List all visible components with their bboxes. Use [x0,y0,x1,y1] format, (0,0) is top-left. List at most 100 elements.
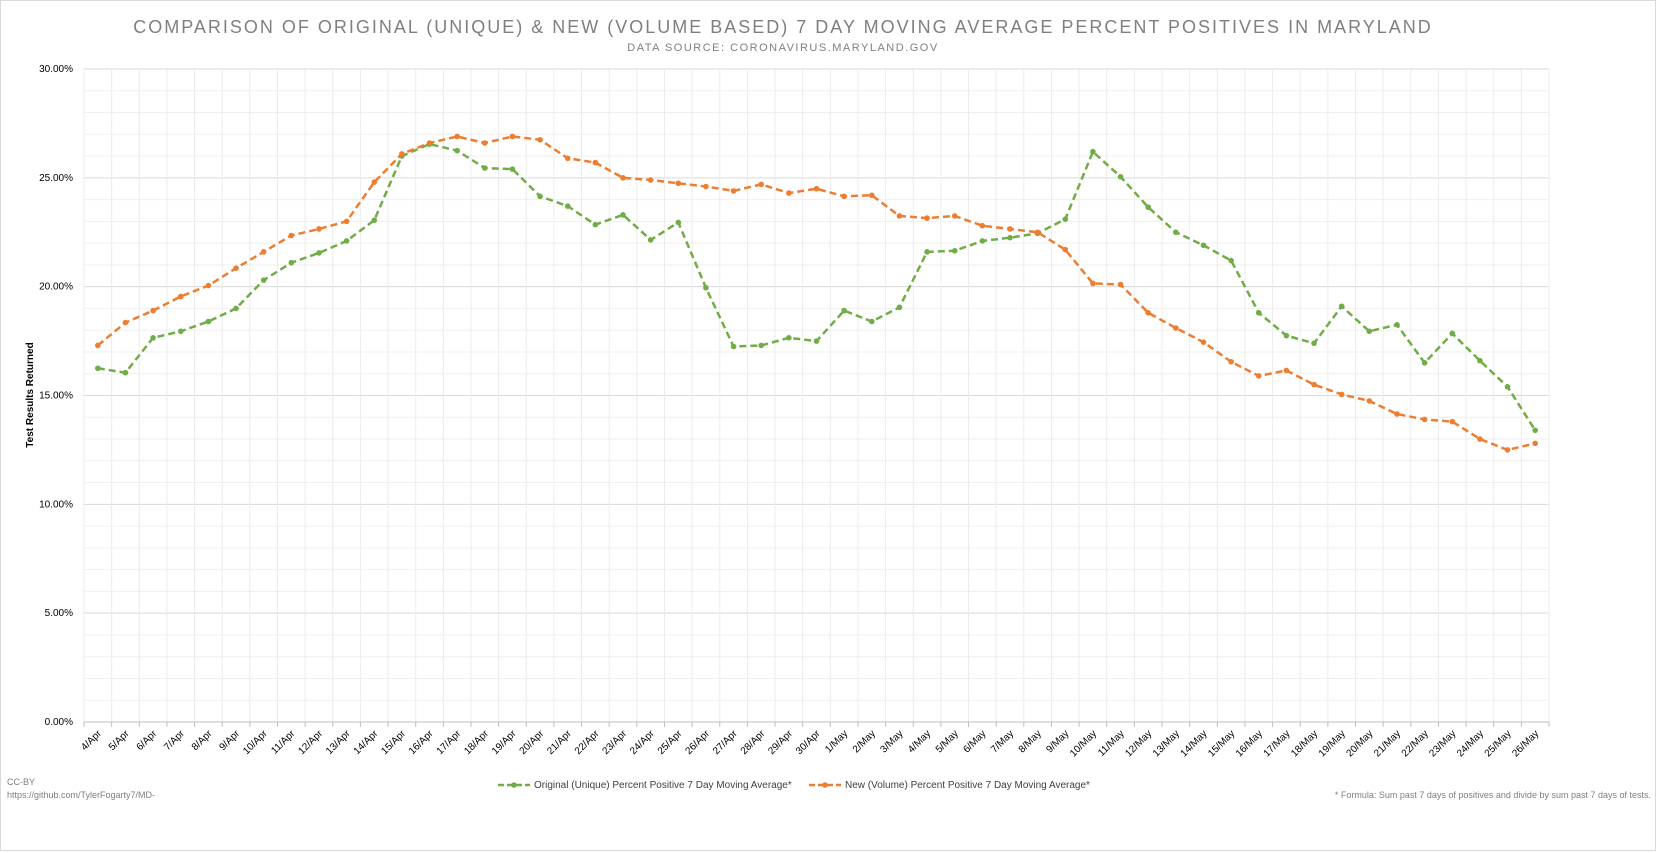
data-point-original [1200,242,1207,249]
y-axis-ticks: 0.00% 5.00% 10.00% 15.00% 20.00% 25.00% 30.00% [39,64,73,728]
x-tick-label: 17/May [1262,728,1293,759]
data-point-original [343,238,350,244]
data-point-new [1449,418,1456,425]
data-point-new [482,140,488,146]
data-point-original [1117,173,1124,180]
series-lines [95,133,1538,453]
x-tick-label: 5/May [934,728,961,755]
x-tick-label: 6/Apr [135,728,160,753]
data-point-new [620,175,626,181]
data-point-original [1338,303,1345,310]
data-point-new [122,319,129,326]
data-point-new [813,185,820,192]
legend-marker [511,782,517,788]
legend-entry-original: Original (Unique) Percent Positive 7 Day… [534,780,792,791]
y-tick-label: 30.00% [39,64,73,75]
x-tick-label: 11/May [1096,728,1126,758]
data-point-new [454,133,460,140]
data-point-new [150,307,156,314]
data-point-original [371,217,378,224]
legend-entry-new: New (Volume) Percent Positive 7 Day Movi… [845,780,1090,791]
x-tick-label: 18/May [1289,728,1320,759]
data-point-new [1090,280,1096,287]
data-point-original [177,328,184,335]
x-tick-label: 24/May [1455,728,1486,759]
x-tick-label: 7/May [989,728,1016,755]
data-point-original [924,249,930,255]
data-point-new [371,179,378,185]
x-tick-label: 14/May [1179,728,1210,759]
x-tick-label: 26/May [1510,728,1541,759]
data-point-new [1338,391,1345,398]
data-point-new [537,136,543,143]
data-point-new [1366,398,1373,404]
x-tick-label: 19/May [1317,728,1348,759]
data-point-original [786,335,792,341]
data-point-original [868,318,875,325]
data-point-new [288,232,295,239]
x-axis-ticks: 4/Apr 5/Apr 6/Apr 7/Apr 8/Apr 9/Apr 10/Apr 11/A… [79,728,1541,759]
x-tick-label: 7/Apr [162,728,187,753]
data-point-new [1173,325,1179,331]
data-point-new [786,190,792,196]
y-tick-label: 10.00% [39,499,73,510]
data-point-original [896,304,903,311]
y-tick-label: 0.00% [45,717,73,728]
data-point-original [482,165,488,171]
data-point-new [1394,411,1400,417]
data-point-new [951,213,958,219]
data-point-original [122,369,129,376]
series-line-new [97,135,1536,452]
x-tick-label: 10/May [1068,728,1099,759]
data-point-new [924,215,930,221]
y-tick-label: 25.00% [39,173,73,184]
data-point-new [758,181,765,188]
x-tick-label: 8/Apr [190,728,215,753]
data-point-original [454,147,460,154]
data-point-new [841,193,847,200]
data-point-new [868,192,875,199]
y-tick-label: 20.00% [39,282,73,293]
x-tick-label: 23/May [1427,728,1458,759]
x-tick-label: 1/May [823,728,850,755]
data-point-new [177,293,184,300]
y-axis-label: Test Results Returned [25,342,36,447]
data-point-new [647,177,654,183]
x-tick-label: 2/May [851,728,878,755]
data-point-original [537,193,543,200]
x-tick-label: 14/Apr [352,728,381,757]
data-point-original [1062,216,1069,222]
data-point-new [1421,416,1428,423]
data-point-original [675,219,682,226]
data-point-new [1200,339,1207,345]
chart-title: COMPARISON OF ORIGINAL (UNIQUE) & NEW (V… [133,17,1433,37]
data-point-new [205,282,212,289]
x-tick-label: 4/Apr [79,728,104,753]
data-point-original [509,166,516,172]
data-point-new [1283,367,1290,374]
x-tick-label: 15/May [1206,728,1237,759]
x-tick-label: 24/Apr [628,728,657,757]
data-point-new [426,140,433,146]
data-point-original [233,305,239,312]
data-point-original [758,342,765,349]
data-point-new [95,342,101,349]
data-point-original [260,277,267,283]
data-point-new [1532,440,1538,447]
data-point-new [399,151,405,157]
x-tick-label: 16/Apr [407,728,436,757]
data-point-original [620,212,626,218]
x-tick-label: 23/Apr [601,728,630,757]
x-tick-label: 20/May [1344,728,1375,759]
license-text: CC-BY [7,777,35,787]
x-tick-label: 19/Apr [490,728,519,757]
x-tick-label: 22/Apr [573,728,602,757]
x-tick-label: 12/May [1123,728,1154,759]
x-tick-label: 30/Apr [794,728,823,757]
data-point-new [1117,281,1124,288]
source-url-text: https://github.com/TylerFogarty7/MD- [7,790,155,800]
x-tick-label: 5/Apr [107,728,132,753]
data-point-original [1145,204,1151,211]
x-tick-label: 22/May [1400,728,1431,759]
